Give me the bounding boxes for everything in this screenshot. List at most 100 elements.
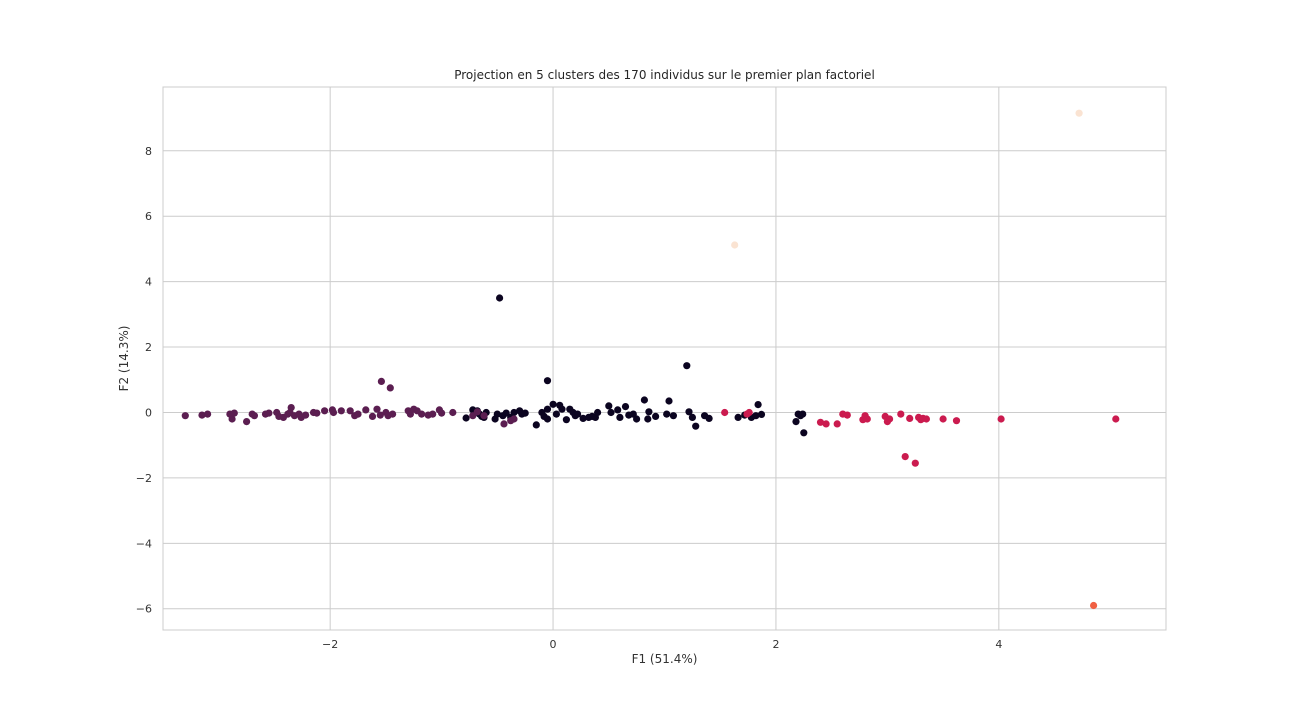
data-point-cluster-4 <box>731 241 739 249</box>
data-point-cluster-0 <box>594 408 602 417</box>
data-point-cluster-0 <box>705 414 713 422</box>
data-point-cluster-1 <box>377 377 385 385</box>
data-point-cluster-0 <box>692 422 700 430</box>
data-point-cluster-1 <box>376 411 384 419</box>
x-tick-label: −2 <box>322 638 338 651</box>
data-point-cluster-0 <box>574 410 582 418</box>
data-point-cluster-0 <box>605 402 613 410</box>
data-point-cluster-1 <box>329 408 338 417</box>
data-point-cluster-2 <box>721 408 729 417</box>
data-point-cluster-2 <box>952 417 961 425</box>
data-point-cluster-0 <box>792 418 800 426</box>
y-tick-label: 0 <box>145 406 152 419</box>
data-point-cluster-2 <box>833 420 841 428</box>
data-point-cluster-1 <box>389 410 397 418</box>
y-tick-label: −4 <box>136 537 152 550</box>
data-point-cluster-0 <box>543 377 552 385</box>
data-point-cluster-0 <box>754 401 762 409</box>
data-point-cluster-4 <box>1075 109 1083 117</box>
data-point-cluster-0 <box>665 397 673 405</box>
y-axis-label: F2 (14.3%) <box>117 326 131 392</box>
data-point-cluster-0 <box>543 405 552 413</box>
data-point-cluster-0 <box>549 400 557 408</box>
data-point-cluster-1 <box>181 412 189 420</box>
data-point-cluster-2 <box>822 420 830 428</box>
data-point-cluster-0 <box>752 412 760 420</box>
data-point-cluster-0 <box>607 408 615 417</box>
x-axis-ticks: −2 0 2 4 <box>322 638 1002 651</box>
data-point-cluster-1 <box>302 411 310 419</box>
y-axis-ticks: −6 −4 −2 0 2 4 6 8 <box>136 145 152 616</box>
data-point-cluster-2 <box>997 415 1005 423</box>
data-point-cluster-2 <box>939 415 947 423</box>
data-point-cluster-1 <box>449 408 457 417</box>
data-point-cluster-1 <box>386 384 394 392</box>
data-point-cluster-0 <box>757 410 766 418</box>
data-point-cluster-0 <box>616 413 624 421</box>
data-point-cluster-0 <box>579 414 587 422</box>
data-point-cluster-1 <box>228 415 236 423</box>
data-point-cluster-0 <box>645 408 653 416</box>
data-point-cluster-2 <box>863 415 871 423</box>
chart-title: Projection en 5 clusters des 170 individ… <box>454 68 875 82</box>
plot-frame <box>162 86 1167 631</box>
data-point-cluster-0 <box>644 415 652 423</box>
data-point-cluster-1 <box>287 404 295 412</box>
data-point-cluster-1 <box>480 412 488 420</box>
data-point-cluster-2 <box>897 410 905 418</box>
data-point-cluster-0 <box>799 410 807 418</box>
y-tick-label: 2 <box>145 341 152 354</box>
data-point-cluster-0 <box>734 413 742 421</box>
data-point-cluster-1 <box>198 411 206 419</box>
data-point-cluster-1 <box>243 418 251 426</box>
data-point-cluster-0 <box>633 415 641 423</box>
data-point-cluster-2 <box>886 415 894 423</box>
x-tick-label: 0 <box>550 638 557 651</box>
data-point-cluster-0 <box>663 410 671 418</box>
data-point-cluster-2 <box>922 415 931 423</box>
data-point-cluster-0 <box>621 403 630 411</box>
y-tick-label: −2 <box>136 472 152 485</box>
y-tick-label: 8 <box>145 145 152 158</box>
data-point-cluster-0 <box>521 409 529 417</box>
data-point-cluster-2 <box>1112 415 1120 423</box>
data-point-cluster-0 <box>543 415 552 423</box>
data-point-cluster-2 <box>745 408 753 417</box>
data-point-cluster-0 <box>493 410 501 418</box>
data-point-cluster-0 <box>669 412 678 420</box>
data-point-cluster-0 <box>532 421 540 429</box>
data-point-cluster-2 <box>906 414 914 422</box>
data-point-cluster-1 <box>418 410 426 418</box>
data-point-cluster-0 <box>562 416 571 424</box>
data-point-cluster-1 <box>429 410 437 418</box>
data-point-cluster-2 <box>911 459 919 467</box>
data-point-cluster-1 <box>346 407 354 415</box>
data-point-cluster-0 <box>552 410 561 418</box>
data-point-cluster-0 <box>558 405 566 413</box>
data-point-cluster-1 <box>362 406 370 414</box>
data-point-cluster-1 <box>373 405 381 413</box>
x-axis-label: F1 (51.4%) <box>632 652 698 666</box>
data-point-cluster-0 <box>502 409 510 417</box>
data-point-cluster-1 <box>204 410 212 418</box>
data-point-cluster-2 <box>901 453 909 461</box>
data-point-cluster-1 <box>510 415 518 423</box>
data-points <box>181 109 1120 610</box>
y-tick-label: 4 <box>145 276 152 289</box>
data-point-cluster-1 <box>321 407 329 415</box>
data-point-cluster-1 <box>265 409 273 417</box>
data-point-cluster-1 <box>438 409 446 417</box>
data-point-cluster-0 <box>496 294 504 302</box>
data-point-cluster-0 <box>652 412 660 420</box>
data-point-cluster-1 <box>230 409 238 417</box>
data-point-cluster-1 <box>354 410 362 418</box>
data-point-cluster-1 <box>368 412 377 420</box>
data-point-cluster-0 <box>462 414 470 422</box>
data-point-cluster-1 <box>473 408 481 416</box>
data-point-cluster-0 <box>688 413 697 421</box>
data-point-cluster-0 <box>510 408 518 417</box>
data-point-cluster-0 <box>683 362 691 370</box>
y-tick-label: 6 <box>145 210 152 223</box>
